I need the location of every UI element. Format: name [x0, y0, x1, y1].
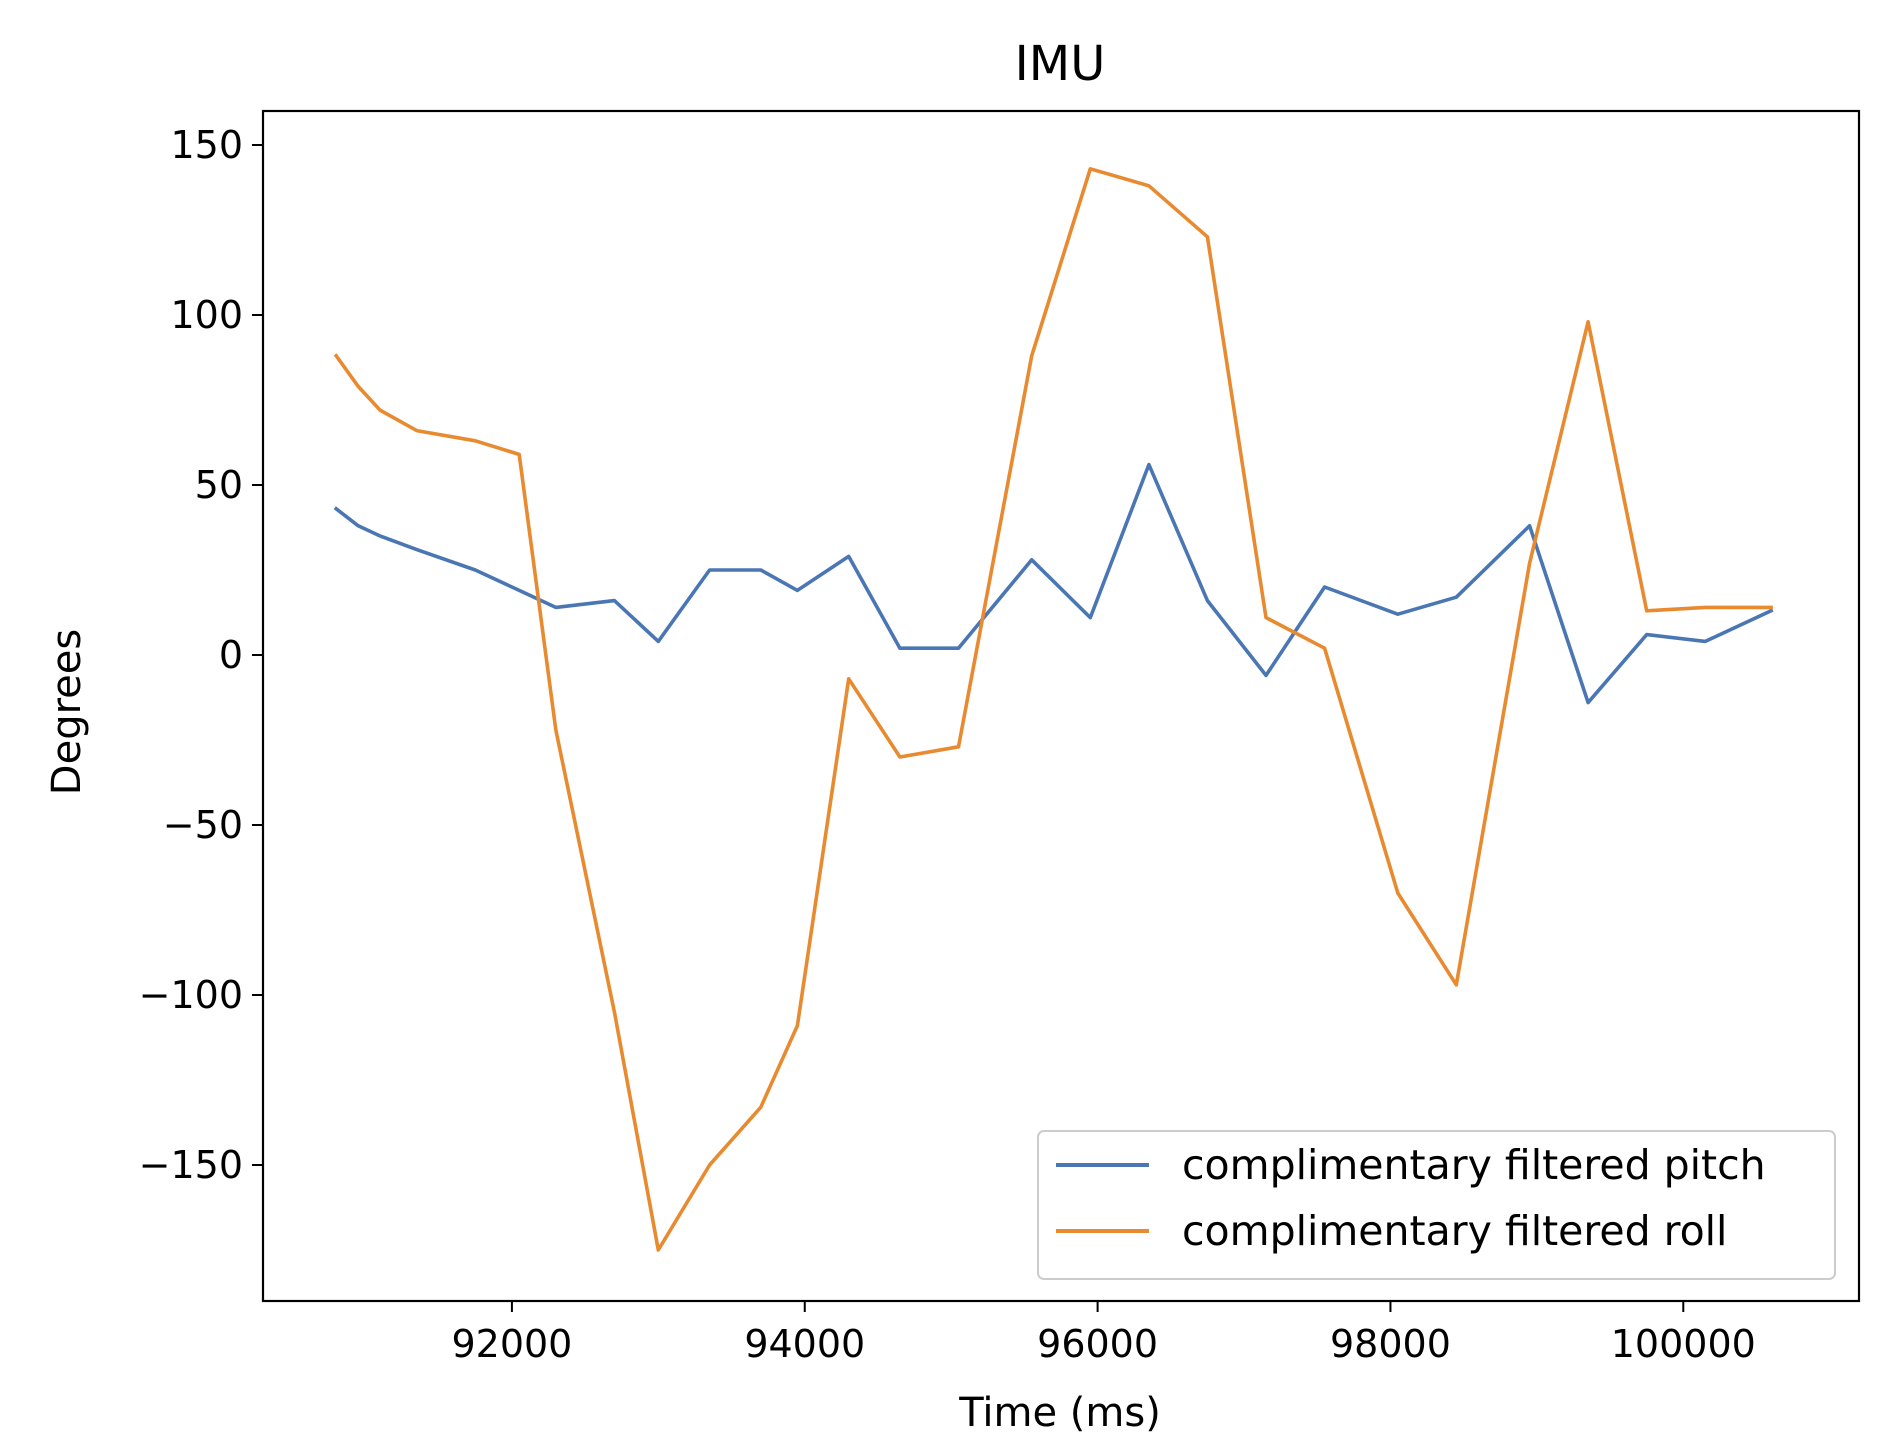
- y-tick-label: 50: [195, 463, 243, 507]
- x-axis-label: Time (ms): [958, 1390, 1161, 1436]
- x-axis: 92000 94000 96000 98000 100000: [451, 1301, 1756, 1366]
- y-axis: 150 100 50 0 −50 −100 −150: [139, 123, 263, 1187]
- x-tick-label: 100000: [1611, 1322, 1756, 1366]
- y-tick-label: −100: [139, 973, 243, 1017]
- legend-label-pitch: complimentary filtered pitch: [1182, 1141, 1766, 1189]
- y-tick-label: 150: [170, 123, 243, 167]
- chart-title: IMU: [1015, 36, 1106, 92]
- legend-label-roll: complimentary filtered roll: [1182, 1207, 1727, 1255]
- y-axis-label: Degrees: [44, 629, 90, 795]
- legend-box: [1037, 1130, 1836, 1280]
- y-tick-label: −50: [163, 803, 243, 847]
- plot-area: [333, 167, 1774, 1252]
- y-tick-label: 0: [219, 633, 243, 677]
- y-tick-label: −150: [139, 1143, 243, 1187]
- x-tick-label: 98000: [1330, 1322, 1451, 1366]
- legend: complimentary filtered pitch complimenta…: [1037, 1130, 1836, 1280]
- y-tick-label: 100: [170, 293, 243, 337]
- series-line-roll: [333, 167, 1773, 1252]
- x-tick-label: 96000: [1037, 1322, 1158, 1366]
- x-tick-label: 92000: [451, 1322, 572, 1366]
- x-tick-label: 94000: [744, 1322, 865, 1366]
- series-line-pitch: [333, 462, 1774, 705]
- plot-frame: [261, 109, 1861, 1303]
